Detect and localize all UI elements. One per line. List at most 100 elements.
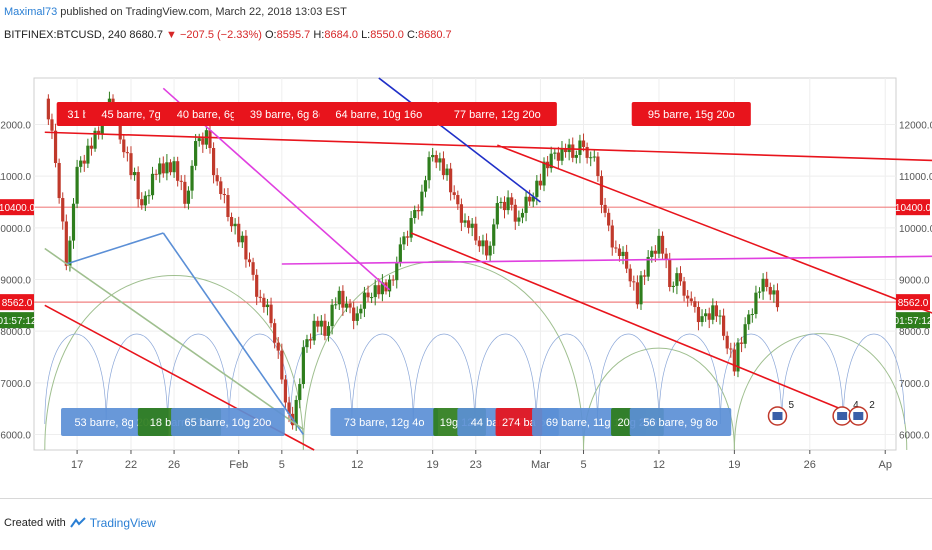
candle-body <box>736 342 740 372</box>
cycle-arc <box>44 275 304 451</box>
candle-body <box>556 152 560 161</box>
y-tick-label-left: 12000.0 <box>0 121 31 132</box>
high-label: H: <box>313 29 325 41</box>
footer: Created with TradingView <box>4 516 156 530</box>
bar-count-label: 65 barre, 10g 20o <box>185 417 272 429</box>
x-tick-label: 17 <box>71 459 83 471</box>
candle-body <box>427 157 431 181</box>
candle-body <box>89 145 94 149</box>
bar-count-label-bg <box>171 408 285 436</box>
candle-body <box>348 303 352 308</box>
bar-count-label: 56 barre, 9g 8o <box>643 417 718 429</box>
candle-body <box>82 160 86 164</box>
candle-body <box>172 161 176 173</box>
candle-body <box>639 275 643 305</box>
cycle-arc-small <box>658 333 721 425</box>
trend-line <box>410 232 854 415</box>
candle-body <box>704 313 708 317</box>
close-value: 8680.7 <box>417 29 452 41</box>
candle-body <box>334 304 338 306</box>
tradingview-brand[interactable]: TradingView <box>89 516 156 530</box>
bar-count-label: 64 barre, 10g 16o <box>335 109 422 121</box>
candle-body <box>344 303 349 308</box>
countdown-tag-bg <box>896 312 930 329</box>
candle-body <box>244 235 248 260</box>
candle-body <box>298 384 302 400</box>
candle-body <box>678 273 683 282</box>
candle-body <box>222 193 226 196</box>
open-label: O: <box>265 29 277 41</box>
candle-body <box>535 180 539 197</box>
candle-body <box>337 290 341 305</box>
candle-body <box>729 348 733 350</box>
candle-body <box>743 324 747 344</box>
author-link[interactable]: Maximal73 <box>4 6 58 18</box>
candle-body <box>531 196 535 202</box>
x-tick-label: 26 <box>168 459 180 471</box>
candle-body <box>154 173 158 175</box>
candle-body <box>711 305 715 320</box>
candle-body <box>553 152 557 154</box>
candle-body <box>186 190 191 204</box>
candle-body <box>71 203 76 241</box>
x-tick-label: 26 <box>804 459 816 471</box>
price-tag: 10400.0 <box>0 203 36 214</box>
candle-body <box>176 161 180 181</box>
candle-body <box>136 172 140 200</box>
candle-body <box>459 204 464 223</box>
candle-body <box>470 223 474 228</box>
candle-body <box>97 130 101 134</box>
candle-body <box>226 195 230 217</box>
candle-body <box>50 119 54 131</box>
candle-body <box>754 292 758 315</box>
candle-body <box>377 285 381 295</box>
symbol-name[interactable]: BITFINEX:BTCUSD, 240 <box>4 29 127 41</box>
candle-body <box>646 257 650 277</box>
cycle-arc <box>583 347 735 451</box>
candle-body <box>671 285 675 287</box>
candle-body <box>589 157 593 159</box>
footer-divider <box>0 498 932 499</box>
candle-body <box>438 158 442 163</box>
candle-body <box>240 235 244 243</box>
cycle-arc <box>733 333 908 451</box>
bar-count-label: 95 barre, 15g 20o <box>648 109 735 121</box>
candle-body <box>93 130 97 149</box>
candle-body <box>129 153 133 176</box>
cycle-arc-small <box>44 333 107 425</box>
candle-body <box>578 140 582 155</box>
y-tick-label-left: 10000.0 <box>0 224 31 235</box>
y-tick-label-right: 11000.0 <box>899 172 932 183</box>
candle-body <box>355 313 359 321</box>
x-tick-label: 5 <box>580 459 586 471</box>
candle-body <box>265 304 270 308</box>
candle-body <box>750 314 754 316</box>
cycle-arc-small <box>474 333 537 425</box>
candle-body <box>502 201 507 211</box>
bar-count-label-bg <box>437 102 557 126</box>
candle-body <box>197 138 201 142</box>
candle-body <box>341 290 345 308</box>
candle-body <box>686 295 690 299</box>
candle-body <box>617 248 622 256</box>
candle-body <box>484 240 489 256</box>
event-count: 5 <box>788 400 794 411</box>
trend-line <box>44 131 932 162</box>
candle-body <box>642 275 647 277</box>
bar-count-label-bg <box>319 102 439 126</box>
candle-body <box>596 156 600 177</box>
candle-body <box>632 281 636 283</box>
candle-body <box>301 347 305 385</box>
plot-area <box>33 77 897 451</box>
candle-body <box>201 138 205 145</box>
candle-body <box>768 286 772 295</box>
candle-body <box>765 278 769 287</box>
candle-body <box>323 320 327 336</box>
trend-line <box>378 77 541 203</box>
candle-body <box>732 349 736 372</box>
candle-body <box>775 290 780 308</box>
candle-body <box>413 210 417 219</box>
price-tag: 8562.0 <box>898 298 929 309</box>
candle-body <box>46 98 50 120</box>
